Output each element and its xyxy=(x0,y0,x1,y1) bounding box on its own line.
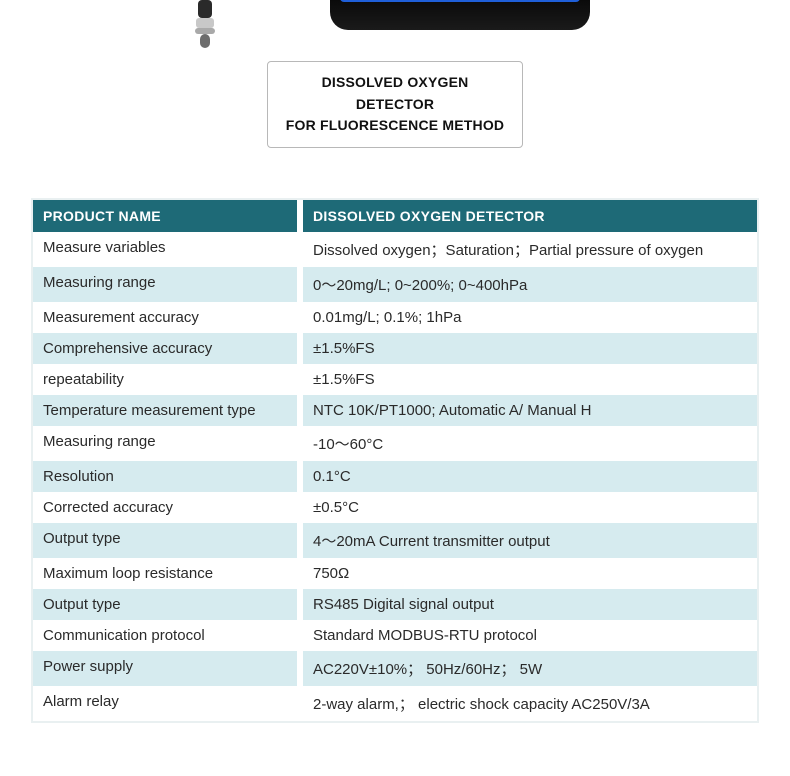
spec-value: ±1.5%FS xyxy=(303,364,757,395)
device-icon xyxy=(330,0,590,30)
spec-row: Corrected accuracy±0.5°C xyxy=(33,492,757,523)
product-label-box: DISSOLVED OXYGEN DETECTOR FOR FLUORESCEN… xyxy=(267,61,523,148)
spec-value: Dissolved oxygen；Saturation；Partial pres… xyxy=(303,232,757,267)
spec-name: Output type xyxy=(33,589,303,620)
spec-value: NTC 10K/PT1000; Automatic A/ Manual H xyxy=(303,395,757,426)
spec-row: Communication protocolStandard MODBUS-RT… xyxy=(33,620,757,651)
spec-header-right: DISSOLVED OXYGEN DETECTOR xyxy=(303,200,757,232)
spec-row: Measurement accuracy0.01mg/L; 0.1%; 1hPa xyxy=(33,302,757,333)
spec-row: Comprehensive accuracy±1.5%FS xyxy=(33,333,757,364)
spec-value: ±1.5%FS xyxy=(303,333,757,364)
spec-name: Maximum loop resistance xyxy=(33,558,303,589)
spec-value: 0.01mg/L; 0.1%; 1hPa xyxy=(303,302,757,333)
spec-row: Measuring range0～20mg/L; 0~200%; 0~400hP… xyxy=(33,267,757,302)
spec-value: 0～20mg/L; 0~200%; 0~400hPa xyxy=(303,267,757,302)
product-label-line-2: FOR FLUORESCENCE METHOD xyxy=(284,115,506,137)
spec-name: Comprehensive accuracy xyxy=(33,333,303,364)
spec-table: PRODUCT NAME DISSOLVED OXYGEN DETECTOR M… xyxy=(31,198,759,723)
spec-value: 2-way alarm,； electric shock capacity AC… xyxy=(303,686,757,721)
spec-value: AC220V±10%； 50Hz/60Hz； 5W xyxy=(303,651,757,686)
spec-row: Power supplyAC220V±10%； 50Hz/60Hz； 5W xyxy=(33,651,757,686)
spec-name: Alarm relay xyxy=(33,686,303,721)
product-label-line-1: DISSOLVED OXYGEN DETECTOR xyxy=(284,72,506,115)
spec-name: Power supply xyxy=(33,651,303,686)
spec-name: Corrected accuracy xyxy=(33,492,303,523)
spec-value: 750Ω xyxy=(303,558,757,589)
spec-name: Temperature measurement type xyxy=(33,395,303,426)
spec-name: Resolution xyxy=(33,461,303,492)
spec-row: Output type4～20mA Current transmitter ou… xyxy=(33,523,757,558)
spec-row: Temperature measurement typeNTC 10K/PT10… xyxy=(33,395,757,426)
spec-name: Measurement accuracy xyxy=(33,302,303,333)
spec-row: Measure variablesDissolved oxygen；Satura… xyxy=(33,232,757,267)
spec-header-left: PRODUCT NAME xyxy=(33,200,303,232)
spec-name: Measure variables xyxy=(33,232,303,267)
product-image-area xyxy=(0,0,790,55)
spec-table-header: PRODUCT NAME DISSOLVED OXYGEN DETECTOR xyxy=(33,200,757,232)
spec-name: Communication protocol xyxy=(33,620,303,651)
spec-value: Standard MODBUS-RTU protocol xyxy=(303,620,757,651)
spec-row: Maximum loop resistance750Ω xyxy=(33,558,757,589)
spec-value: ±0.5°C xyxy=(303,492,757,523)
spec-row: Resolution0.1°C xyxy=(33,461,757,492)
spec-row: Measuring range-10～60°C xyxy=(33,426,757,461)
spec-name: Measuring range xyxy=(33,426,303,461)
spec-value: RS485 Digital signal output xyxy=(303,589,757,620)
spec-value: 0.1°C xyxy=(303,461,757,492)
spec-value: 4～20mA Current transmitter output xyxy=(303,523,757,558)
spec-value: -10～60°C xyxy=(303,426,757,461)
spec-name: Output type xyxy=(33,523,303,558)
spec-name: Measuring range xyxy=(33,267,303,302)
spec-row: Alarm relay2-way alarm,； electric shock … xyxy=(33,686,757,721)
spec-row: Output typeRS485 Digital signal output xyxy=(33,589,757,620)
spec-name: repeatability xyxy=(33,364,303,395)
probe-icon xyxy=(190,0,220,50)
spec-row: repeatability±1.5%FS xyxy=(33,364,757,395)
